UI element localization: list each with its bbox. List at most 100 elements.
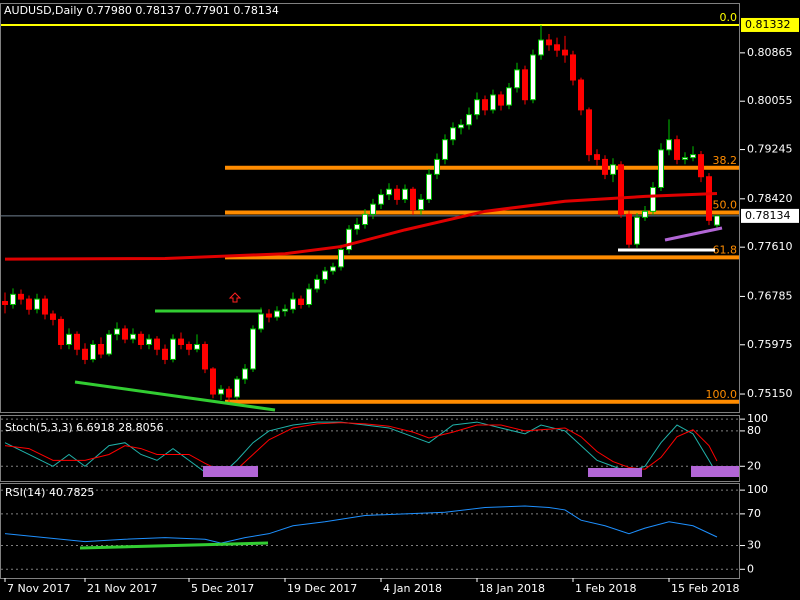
y-tick-label: 0.75150 [747,387,793,400]
candle-body [170,338,176,360]
candle-body [186,343,192,350]
candle-body [210,368,216,395]
trend-line [664,226,723,242]
candle-body [578,79,584,111]
zone [203,466,258,477]
candle-body [314,278,320,290]
indicator-title: Stoch(5,3,3) 6.6918 28.8056 [5,421,164,434]
price-box [741,208,799,223]
candle-body [610,164,616,175]
candle-body [410,188,416,211]
candle-body [474,99,480,116]
x-tick-label: 1 Feb 2018 [575,582,636,595]
indicator-line [4,505,718,544]
candle-body [682,157,688,160]
y-tick-label: 0.75975 [747,338,793,351]
candle-body [674,139,680,160]
candle-body [634,216,640,245]
fib-label: 100.0 [706,388,738,401]
candle-body [66,333,72,345]
candle-body [378,194,384,205]
candle-body [234,378,240,398]
y-tick-label: 0.80865 [747,46,793,59]
candle-body [714,215,720,226]
candle-body [338,249,344,268]
y-tick-label: 0 [747,562,754,575]
candle-body [322,270,328,280]
candle-body [130,333,136,340]
candle-body [538,39,544,56]
candle-body [354,223,360,230]
candle-body [154,338,160,350]
candle-body [362,213,368,225]
x-tick-label: 4 Jan 2018 [383,582,442,595]
panel-frames [0,3,740,579]
candle-body [298,298,304,305]
candle-body [306,288,312,305]
y-tick-label: 100 [747,412,768,425]
candle-body [346,228,352,251]
y-tick-label: 70 [747,507,761,520]
candle-body [626,213,632,245]
candle-body [570,54,576,81]
candle-body [18,293,24,300]
candle-body [530,54,536,101]
candle-body [450,127,456,141]
candle-body [458,124,464,129]
candle-body [106,333,112,355]
rsi-frame [0,483,740,579]
candle-body [202,343,208,370]
drawings [74,226,739,550]
candle-body [402,188,408,200]
plot: 0.80865 0.80055 0.79245 0.78420 0.77610 0.767… [1,11,799,595]
candle-body [50,313,56,320]
y-tick-label: 0.76785 [747,289,793,302]
candle-body [34,298,40,310]
x-tick-label: 18 Jan 2018 [479,582,545,595]
candle-body [74,333,80,350]
candle-body [90,343,96,360]
chart-title: AUDUSD,Daily 0.77980 0.78137 0.77901 0.7… [4,4,279,17]
candle-body [58,318,64,345]
candle-body [26,298,32,310]
y-tick-label: 0.80055 [747,94,793,107]
trend-line [79,541,269,550]
candle-body [522,69,528,101]
candle-body [426,173,432,200]
candle-body [602,158,608,175]
candle-body [642,210,648,218]
y-tick-label: 30 [747,539,761,552]
candle-body [698,154,704,178]
x-tick-label: 5 Dec 2017 [191,582,254,595]
candle-body [274,310,280,318]
candle-body [498,94,504,106]
x-tick-label: 7 Nov 2017 [7,582,70,595]
candle-body [490,94,496,111]
x-tick-label: 21 Nov 2017 [87,582,157,595]
candle-body [98,343,104,355]
candle-body [122,328,128,340]
candle-body [42,298,48,315]
fib-label: 0.0 [720,11,738,24]
y-tick-label: 20 [747,459,761,472]
indicator-title: RSI(14) 40.7825 [5,486,94,499]
candle-body [706,176,712,221]
candle-body [370,203,376,215]
candle-body [442,139,448,160]
candle-body [650,186,656,212]
trend-line [74,380,276,412]
candle-body [146,338,152,345]
candle-body [10,293,16,305]
y-tick-label: 0.79245 [747,143,793,156]
candle-body [330,266,336,272]
candle-body [594,154,600,160]
zone [691,466,739,477]
candle-body [258,313,264,330]
y-tick-label: 0.77610 [747,240,793,253]
indicator-line [4,422,718,472]
candle-body [282,308,288,312]
candle-body [114,328,120,335]
